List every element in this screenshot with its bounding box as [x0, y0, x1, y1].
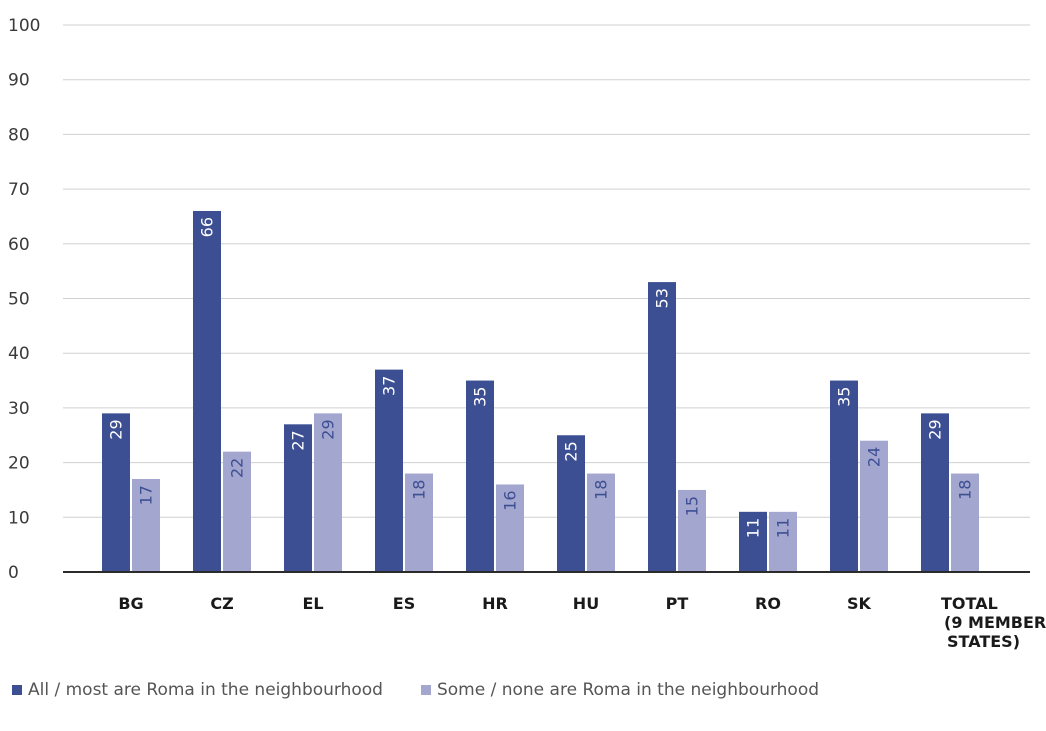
data-label: 37 — [380, 376, 399, 396]
bar-bg-series-1 — [102, 413, 130, 572]
bar-chart: 0 10 20 30 40 50 60 70 80 90 100 29 17 66 22 27 29 37 18 3… — [8, 16, 1046, 651]
y-tick-label: 60 — [8, 235, 30, 255]
y-tick-label: 80 — [8, 125, 30, 145]
bar-cz-series-2 — [223, 451, 251, 572]
data-label: 22 — [228, 458, 247, 478]
bar-ro-series-2 — [769, 511, 797, 572]
y-tick-label: 20 — [8, 454, 30, 474]
bar-cz-series-1 — [193, 210, 221, 573]
y-tick-label: 70 — [8, 180, 30, 200]
data-label: 35 — [471, 387, 490, 407]
bars: 29 17 66 22 27 29 37 18 35 16 25 18 53 15 11 11 35 24 29 18 — [102, 210, 979, 573]
x-tick-label: RO — [755, 594, 781, 613]
data-label: 35 — [835, 387, 854, 407]
x-tick-label: PT — [666, 594, 689, 613]
x-tick-label-line: STATES) — [947, 632, 1020, 651]
data-label: 18 — [956, 480, 975, 500]
bar-es-series-2 — [405, 473, 433, 572]
x-axis-ticks: BG CZ EL ES HR HU PT RO SK TOTAL (9 MEMBER STATES) — [118, 594, 1046, 651]
data-label: 24 — [865, 447, 884, 467]
x-tick-label: CZ — [210, 594, 233, 613]
legend-item-series-2: Some / none are Roma in the neighbourhoo… — [420, 680, 820, 700]
x-tick-label: EL — [302, 594, 323, 613]
data-label: 29 — [926, 419, 945, 439]
x-tick-label: HR — [482, 594, 508, 613]
y-tick-label: 50 — [8, 290, 30, 310]
legend-swatch-series-1 — [12, 685, 22, 695]
data-label: 17 — [137, 485, 156, 505]
x-tick-label: HU — [573, 594, 599, 613]
x-tick-label-line: TOTAL — [941, 594, 998, 613]
y-tick-label: 0 — [8, 563, 19, 583]
data-label: 27 — [289, 430, 308, 450]
data-label: 15 — [683, 496, 702, 516]
bar-es-series-1 — [375, 369, 403, 572]
data-label: 16 — [501, 490, 520, 510]
data-label: 11 — [774, 518, 793, 538]
y-tick-label: 100 — [8, 16, 40, 36]
y-tick-label: 40 — [8, 344, 30, 364]
bar-total-series-1 — [921, 413, 949, 572]
x-tick-label: SK — [847, 594, 872, 613]
bar-bg-series-2 — [132, 479, 160, 572]
bar-total-series-2 — [951, 473, 979, 572]
data-label: 11 — [744, 518, 763, 538]
bar-hr-series-1 — [466, 380, 494, 572]
y-tick-label: 90 — [8, 71, 30, 91]
bar-el-series-1 — [284, 424, 312, 572]
data-label: 29 — [319, 419, 338, 439]
bar-sk-series-2 — [860, 440, 888, 572]
x-tick-label: ES — [393, 594, 415, 613]
data-label: 53 — [653, 288, 672, 308]
data-label: 18 — [410, 480, 429, 500]
bar-hu-series-2 — [587, 473, 615, 572]
data-label: 66 — [198, 217, 217, 237]
data-label: 29 — [107, 419, 126, 439]
y-tick-label: 10 — [8, 508, 30, 528]
bar-ro-series-1 — [739, 511, 767, 572]
y-tick-label: 30 — [8, 399, 30, 419]
x-tick-label: BG — [118, 594, 143, 613]
data-label: 25 — [562, 441, 581, 461]
bar-hr-series-2 — [496, 484, 524, 572]
y-axis-ticks: 0 10 20 30 40 50 60 70 80 90 100 — [8, 16, 40, 583]
data-label: 18 — [592, 480, 611, 500]
bar-pt-series-2 — [678, 489, 706, 572]
legend-item-series-1: All / most are Roma in the neighbourhood — [12, 680, 383, 700]
bar-sk-series-1 — [830, 380, 858, 572]
legend-swatch-series-2 — [420, 685, 431, 695]
bar-hu-series-1 — [557, 435, 585, 572]
bar-el-series-2 — [314, 413, 342, 572]
x-tick-label-line: (9 MEMBER — [944, 613, 1046, 632]
bar-pt-series-1 — [648, 282, 676, 572]
x-tick-label: TOTAL (9 MEMBER STATES) — [941, 594, 1046, 651]
legend-label-series-2: Some / none are Roma in the neighbourhoo… — [436, 680, 820, 700]
legend-label-series-1: All / most are Roma in the neighbourhood — [28, 680, 383, 700]
legend: All / most are Roma in the neighbourhood… — [12, 680, 819, 700]
